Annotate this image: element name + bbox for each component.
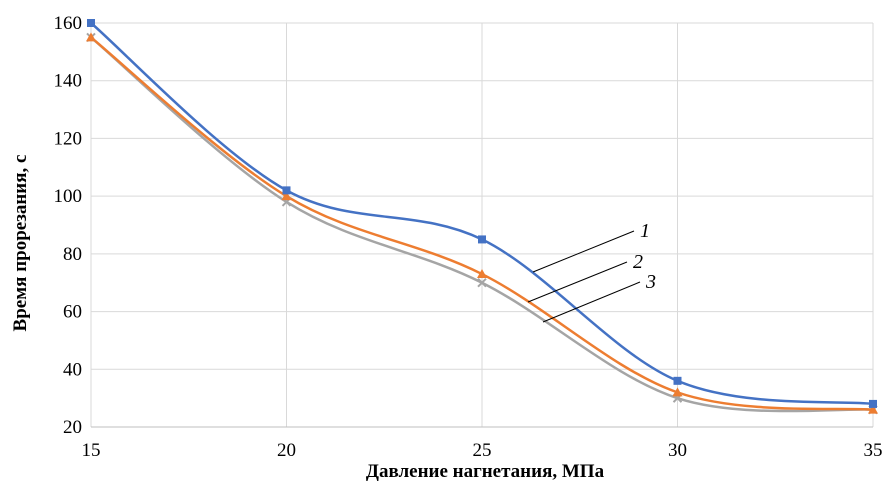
gridlines [90,22,874,428]
y-tick-label: 60 [63,302,82,323]
series-1-label: 1 [640,220,650,242]
series-2-label: 2 [633,251,643,273]
series-2-leader [527,261,628,303]
y-tick-label: 140 [54,71,83,92]
x-tick-label: 35 [864,440,883,461]
x-tick-label: 15 [82,440,101,461]
y-tick-label: 100 [54,186,83,207]
series-3-marker [477,278,487,288]
x-tick-label: 20 [277,440,296,461]
series-markers [86,19,878,415]
series-1-marker [87,19,95,27]
y-axis-title: Время прорезания, с [10,155,31,332]
y-tick-label: 20 [63,417,82,438]
series-1-marker [869,399,877,408]
series-2-marker [281,191,292,201]
series-2-marker [868,404,878,414]
series-1-marker [282,186,291,195]
y-tick-label: 40 [63,359,82,380]
series-2-marker [86,32,96,42]
series-3-leader [542,281,641,323]
series-1-marker [673,376,682,385]
x-tick-label: 30 [668,440,687,461]
series-1-marker [478,235,486,244]
x-tick-label: 25 [473,440,492,461]
series-3-label: 3 [645,271,656,293]
y-tick-label: 120 [54,128,83,149]
series-2-marker [477,269,487,279]
series-1-leader [532,230,635,273]
series-2-marker [672,387,683,397]
curve-leader-lines: 1 23 [527,220,656,323]
x-axis-title: Давление нагнетания, МПа [366,461,605,482]
y-tick-label: 160 [54,13,83,34]
y-tick-label: 80 [63,244,82,265]
